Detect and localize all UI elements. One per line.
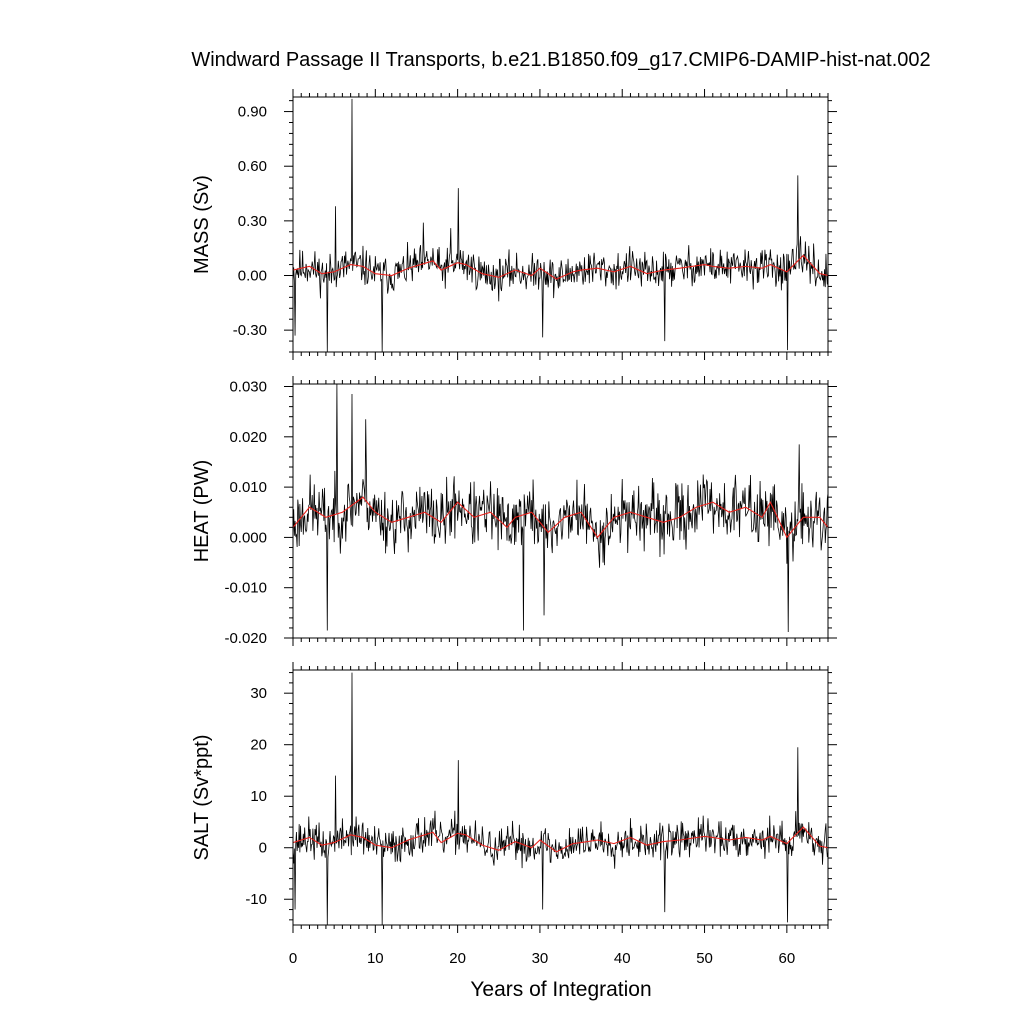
x-tick-label: 30 [532,950,549,967]
mass-panel: -0.30 0.00 0.30 0.60 0.90 MASS (Sv) [191,89,837,360]
x-tick-label: 10 [367,950,384,967]
salt-plot-frame [292,669,829,926]
heat-y-tick-label: 0.030 [229,379,267,396]
x-tick-label: 0 [289,950,297,967]
x-tick-label: 50 [696,950,713,967]
chart-title: Windward Passage II Transports, b.e21.B1… [191,49,930,71]
x-tick-label: 60 [779,950,796,967]
mass-y-tick-label: 0.30 [238,213,267,230]
heat-y-tick-label: 0.000 [229,529,267,546]
salt-smoothed-series-line [293,826,828,853]
mass-y-tick-label: 0.60 [238,158,267,175]
mass-raw-series-line [293,98,828,352]
salt-y-tick-label: 20 [250,737,267,754]
heat-smoothed-series-line [293,496,828,539]
mass-y-tick-label: 0.90 [238,104,267,121]
heat-y-axis-label: HEAT (PW) [191,460,213,563]
mass-y-axis-label: MASS (Sv) [191,175,213,274]
x-tick-label: 20 [449,950,466,967]
heat-y-tick-label: -0.010 [224,580,267,597]
heat-y-tick-label: -0.020 [224,630,267,647]
heat-panel: -0.020 -0.010 0.000 0.010 0.020 0.030 HEAT (PW… [191,376,837,647]
mass-y-tick-label: -0.30 [233,322,267,339]
heat-y-tick-label: 0.020 [229,429,267,446]
salt-y-tick-label: 10 [250,788,267,805]
heat-raw-series-line [293,384,828,632]
salt-y-axis-label: SALT (Sv*ppt) [191,735,213,861]
mass-plot-frame [292,96,829,353]
salt-y-tick-label: 30 [250,685,267,702]
salt-raw-series-line [293,672,828,925]
mass-y-tick-label: 0.00 [238,268,267,285]
x-tick-label: 40 [614,950,631,967]
x-axis-label: Years of Integration [470,978,651,1001]
salt-panel: -10 0 10 20 30 0 10 20 30 40 50 60 SALT (Sv*ppt) [191,662,837,967]
heat-plot-frame [292,383,829,639]
salt-y-tick-label: -10 [245,891,267,908]
mass-smoothed-series-line [293,254,828,280]
salt-y-tick-label: 0 [259,840,267,857]
heat-y-tick-label: 0.010 [229,479,267,496]
